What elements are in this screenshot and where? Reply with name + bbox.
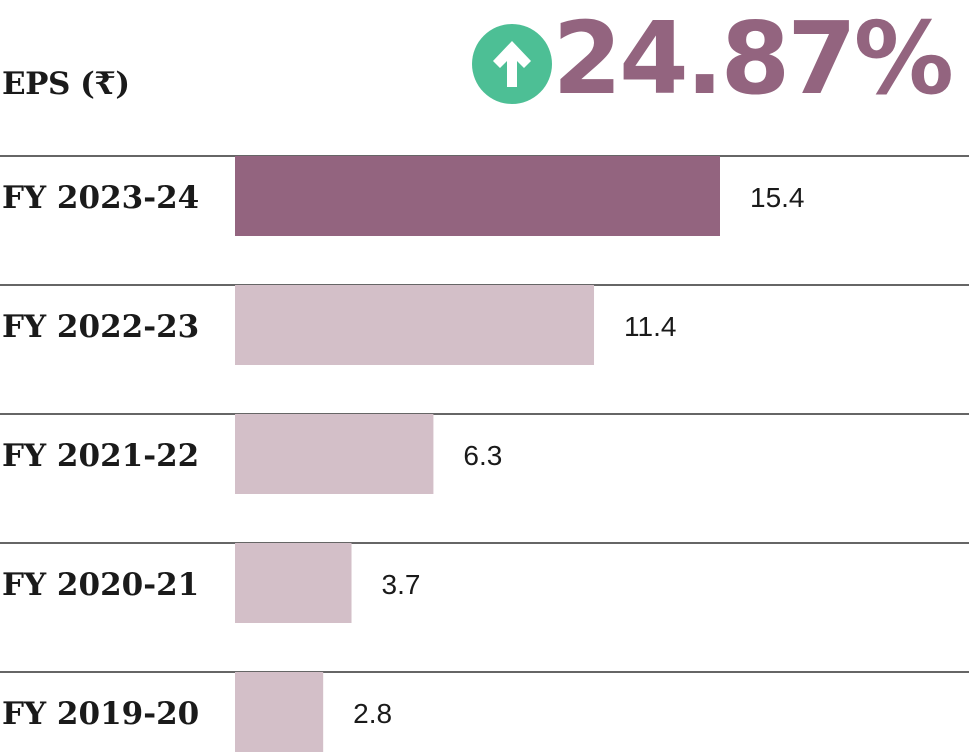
value-label: 6.3 xyxy=(463,440,502,471)
value-label: 15.4 xyxy=(750,182,805,213)
category-label: FY 2019-20 xyxy=(2,696,199,732)
arrow-up-circle-icon xyxy=(472,24,552,104)
bar xyxy=(235,285,595,365)
category-label: FY 2022-23 xyxy=(2,309,199,345)
category-label: FY 2020-21 xyxy=(2,567,199,603)
bar xyxy=(235,414,434,494)
value-label: 11.4 xyxy=(624,311,676,342)
metric-label: EPS (₹) xyxy=(2,66,130,102)
bar xyxy=(235,672,324,752)
bar xyxy=(235,156,720,236)
value-label: 3.7 xyxy=(382,569,421,600)
category-label: FY 2021-22 xyxy=(2,438,199,474)
value-label: 2.8 xyxy=(353,698,392,729)
category-label: FY 2023-24 xyxy=(2,180,199,216)
growth-percentage: 24.87% xyxy=(552,0,954,117)
bar xyxy=(235,543,352,623)
